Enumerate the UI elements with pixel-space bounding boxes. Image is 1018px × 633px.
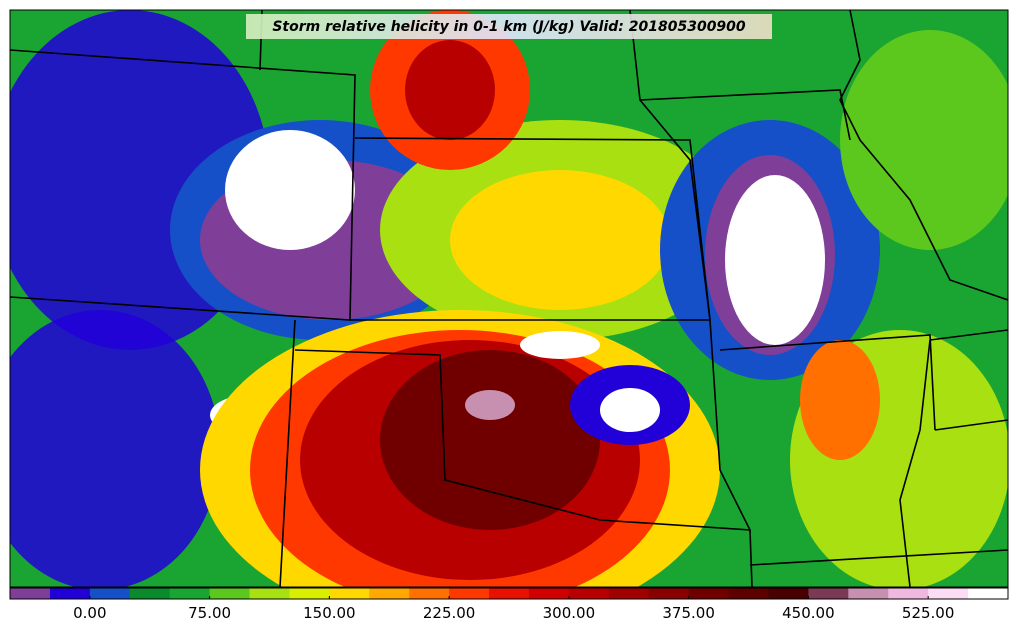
colorbar-segment <box>249 588 290 599</box>
colorbar-segment <box>728 588 769 599</box>
colorbar-segment <box>489 588 530 599</box>
colorbar-segment <box>568 588 610 599</box>
colorbar-segment <box>409 588 450 599</box>
colorbar-segment <box>968 588 1009 599</box>
colorbar-segment <box>688 588 730 599</box>
colorbar-segment <box>10 588 51 599</box>
field <box>10 310 220 587</box>
colorbar-segment <box>648 588 690 599</box>
title-box <box>246 14 772 39</box>
colorbar-segment <box>888 588 929 599</box>
colorbar-segment <box>89 588 131 599</box>
colorbar-tick-label: 225.00 <box>423 604 476 622</box>
colorbar-frame <box>9 587 1009 600</box>
colorbar-segment <box>528 588 570 599</box>
field <box>405 40 495 140</box>
field <box>800 340 880 460</box>
field <box>380 350 600 530</box>
rivers <box>629 10 1008 587</box>
colorbar-segment <box>209 588 251 599</box>
colorbar: 0.00 75.00 150.00 225.00 300.00 375.00 450.00 5… <box>9 587 1009 622</box>
colorbar-segment <box>289 588 330 599</box>
colorbar-segment <box>768 588 809 599</box>
colorbar-segment <box>608 588 650 599</box>
field <box>450 170 670 310</box>
colorbar-tick-label: 75.00 <box>188 604 231 622</box>
colorbar-segment <box>808 588 849 599</box>
colorbar-tick-label: 300.00 <box>543 604 596 622</box>
field <box>225 130 355 250</box>
field <box>520 331 600 359</box>
colorbar-segment <box>449 588 490 599</box>
title: Storm relative helicity in 0-1 km (J/kg)… <box>272 19 746 35</box>
colorbar-segment <box>169 588 211 599</box>
field <box>465 390 515 420</box>
state-borders <box>10 10 1008 587</box>
colorbar-segment <box>369 588 410 599</box>
colorbar-tick-label: 450.00 <box>782 604 835 622</box>
colorbar-tick-label: 525.00 <box>902 604 955 622</box>
map-frame <box>9 9 1009 588</box>
colorbar-segment <box>848 588 889 599</box>
field <box>840 30 1008 250</box>
colorbar-segment <box>329 588 370 599</box>
field <box>725 175 825 345</box>
colorbar-tick-label: 375.00 <box>662 604 715 622</box>
colorbar-segment <box>49 588 91 599</box>
colorbar-segment <box>129 588 171 599</box>
colorbar-tick-label: 150.00 <box>303 604 356 622</box>
field <box>600 388 660 432</box>
colorbar-tick-label: 0.00 <box>73 604 106 622</box>
map <box>10 10 1008 587</box>
colorbar-segment <box>928 588 969 599</box>
